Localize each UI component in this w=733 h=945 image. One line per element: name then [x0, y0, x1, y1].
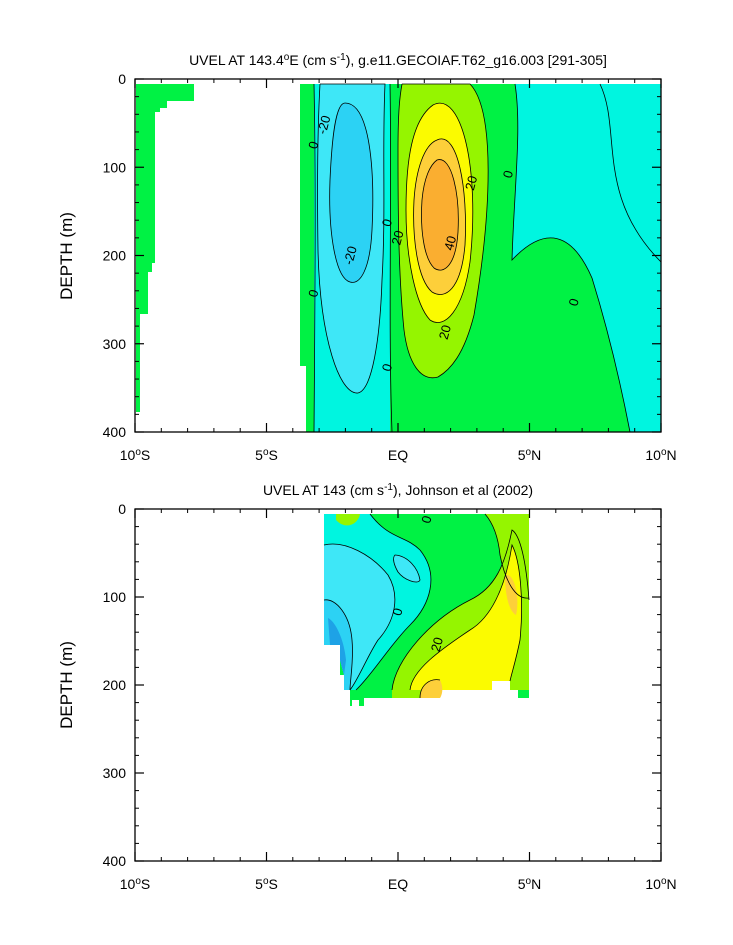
model-y-tick-label: 100	[103, 159, 127, 175]
model-contour-label: 20	[388, 229, 406, 247]
model-y-tick-label: 400	[103, 424, 127, 440]
model-contour-label: 40	[441, 234, 459, 252]
observation-contour-label: 0	[389, 606, 405, 617]
model-contour-label: -20	[341, 244, 360, 266]
model-contour-label: -20	[314, 114, 333, 136]
model-y-tick-label: 300	[103, 336, 127, 352]
observation-x-tick-label: EQ	[388, 876, 408, 892]
observation-y-axis-label: DEPTH (m)	[57, 641, 76, 729]
observation-x-tick-label: 5oN	[518, 876, 541, 892]
observation-y-tick-label: 0	[118, 501, 126, 517]
observation-y-tick-label: 300	[103, 765, 127, 781]
model-contour-label: 0	[305, 288, 321, 299]
observation-y-tick-label: 400	[103, 853, 127, 869]
model-contour-label: 20	[462, 174, 480, 192]
observation-contour-label: 0	[418, 514, 434, 525]
model-contour-label: 20	[436, 323, 454, 341]
observation-contour-label: 20	[428, 635, 446, 653]
model-y-tick-label: 200	[103, 248, 127, 264]
model-contour-label: 0	[305, 140, 321, 151]
model-x-tick-label: 10oN	[645, 447, 676, 463]
model-contour-label: 0	[566, 297, 582, 308]
observation-y-tick-label: 100	[103, 589, 127, 605]
model-contour-label: 0	[379, 362, 395, 373]
observation-x-tick-label: 5oS	[255, 876, 278, 892]
model-panel: UVEL AT 143.4oE (cm s-1), g.e11.GECOIAF.…	[57, 52, 677, 463]
model-chart-title: UVEL AT 143.4oE (cm s-1), g.e11.GECOIAF.…	[189, 52, 607, 68]
model-y-axis-label: DEPTH (m)	[57, 212, 76, 300]
model-x-tick-label: 10oS	[120, 447, 150, 463]
model-x-tick-label: 5oS	[255, 447, 278, 463]
observation-x-tick-label: 10oN	[645, 876, 676, 892]
model-y-tick-label: 0	[118, 71, 126, 87]
observation-contour-lines	[323, 513, 530, 699]
observation-x-tick-label: 10oS	[120, 876, 150, 892]
model-land-mask	[136, 84, 314, 432]
observation-y-tick-label: 200	[103, 677, 127, 693]
observation-panel: UVEL AT 143 (cm s-1), Johnson et al (200…	[57, 482, 677, 892]
model-x-tick-label: EQ	[388, 447, 408, 463]
observation-chart-title: UVEL AT 143 (cm s-1), Johnson et al (200…	[263, 482, 533, 498]
observation-contour-labels: 0 0 20	[389, 514, 446, 653]
model-contour-label: 0	[500, 169, 516, 180]
model-x-tick-label: 5oN	[518, 447, 541, 463]
model-contour-label: 0	[379, 217, 395, 228]
model-contour-bands	[314, 84, 661, 432]
observation-contour-field: 0 0 20	[323, 513, 530, 706]
model-contour-lines	[313, 83, 661, 432]
